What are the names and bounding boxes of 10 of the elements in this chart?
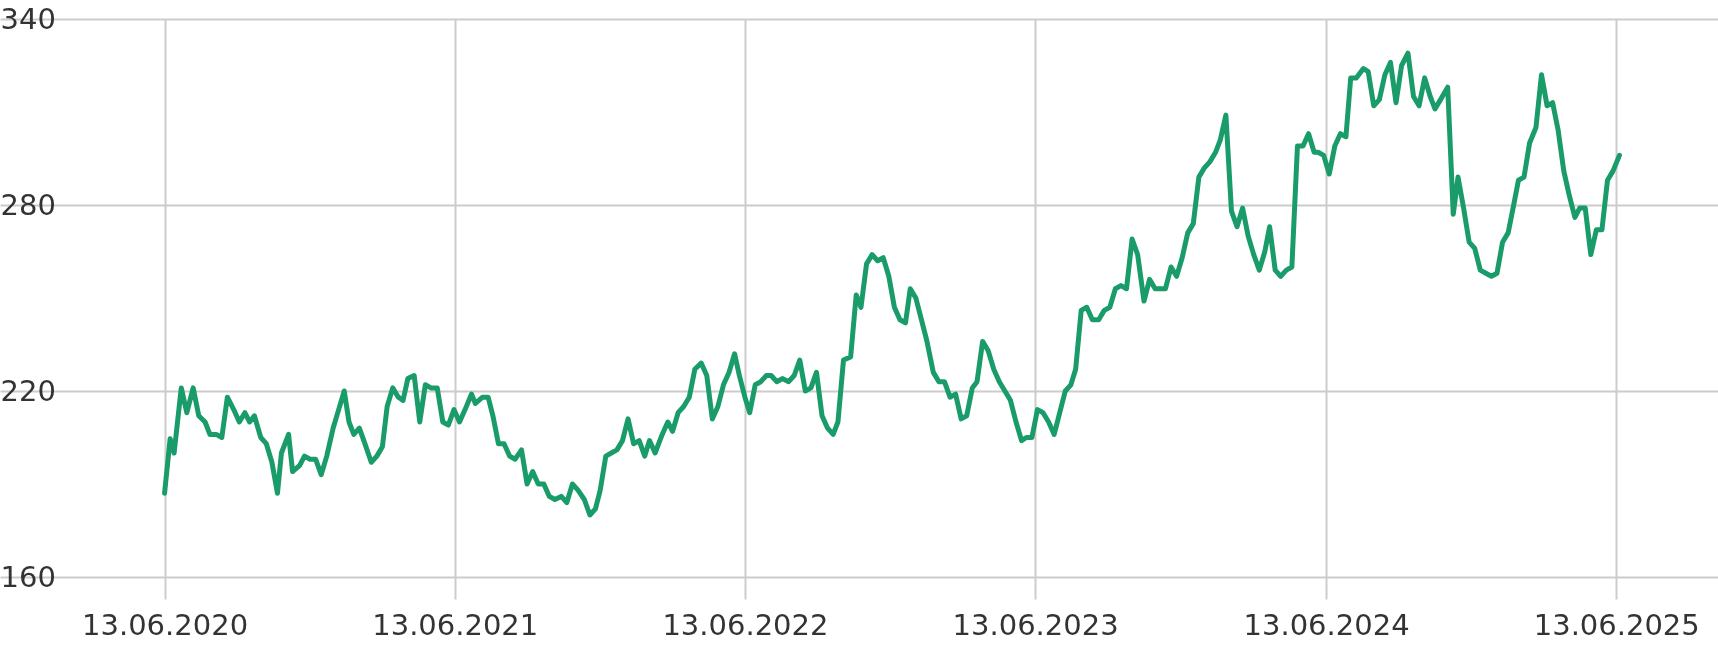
x-tick-label: 13.06.2022 (662, 607, 829, 642)
y-tick-label: 160 (0, 559, 56, 594)
x-tick-label: 13.06.2023 (952, 607, 1119, 642)
x-tick-label: 13.06.2020 (82, 607, 249, 642)
y-tick-label: 280 (0, 187, 56, 222)
x-tick-label: 13.06.2021 (372, 607, 539, 642)
x-tick-label: 13.06.2024 (1243, 607, 1410, 642)
y-tick-label: 220 (0, 373, 56, 408)
x-tick-label: 13.06.2025 (1533, 607, 1700, 642)
y-tick-label: 340 (0, 1, 56, 36)
